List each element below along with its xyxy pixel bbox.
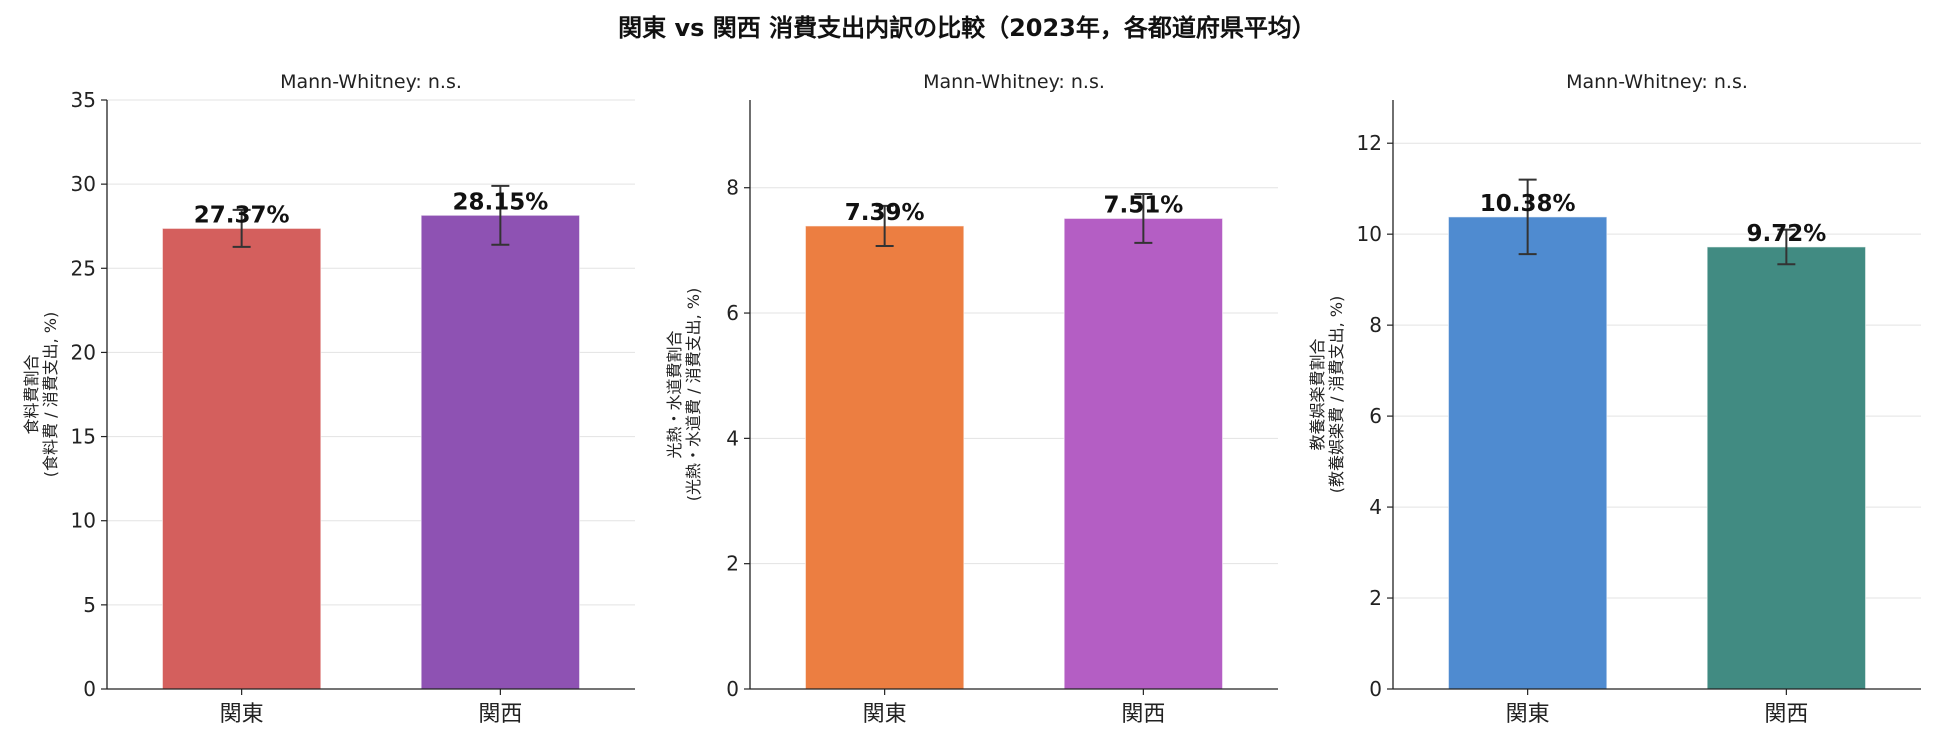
y-tick-label: 2 <box>1369 586 1382 610</box>
y-tick-label: 0 <box>726 677 739 701</box>
x-tick-label: 関西 <box>1764 702 1808 727</box>
y-tick-label: 6 <box>1369 404 1382 428</box>
x-tick-label: 関東 <box>220 702 264 727</box>
x-tick-label: 関西 <box>478 702 522 727</box>
chart-panel-2: 7.39% 7.51% 0 2 4 6 8 関東 関西 Mann-Whitney: n.s. 光熱・… <box>665 71 1278 727</box>
data-label: 10.38% <box>1480 191 1576 217</box>
panel-title: Mann-Whitney: n.s. <box>1566 71 1748 93</box>
panel-title: Mann-Whitney: n.s. <box>923 71 1105 93</box>
data-label: 9.72% <box>1746 221 1826 247</box>
y-tick-label: 0 <box>83 677 96 701</box>
y-tick-label: 30 <box>71 172 96 196</box>
bar <box>420 214 581 690</box>
y-tick-label: 15 <box>71 425 96 449</box>
figure-title: 関東 vs 関西 消費支出内訳の比較（2023年，各都道府県平均） <box>618 14 1316 42</box>
y-tick-label: 2 <box>726 552 739 576</box>
bar <box>1063 217 1224 690</box>
data-label: 27.37% <box>194 202 290 228</box>
y-tick-label: 10 <box>71 509 96 533</box>
bar <box>1706 246 1867 690</box>
panel-title: Mann-Whitney: n.s. <box>280 71 462 93</box>
data-label: 7.51% <box>1103 192 1183 218</box>
y-tick-label: 8 <box>1369 313 1382 337</box>
data-label: 7.39% <box>845 200 925 226</box>
y-tick-label: 4 <box>726 426 739 450</box>
bar <box>804 225 965 690</box>
x-tick-label: 関東 <box>1506 702 1550 727</box>
x-tick-label: 関東 <box>863 702 907 727</box>
chart-panel-1: 27.37% 28.15% 0 5 10 15 20 25 30 35 関東 関西 Mann-Whitn… <box>22 71 635 727</box>
y-tick-label: 0 <box>1369 677 1382 701</box>
y-axis-label: 食料費割合(食料費 / 消費支出, %) <box>22 312 60 477</box>
x-tick-label: 関西 <box>1121 702 1165 727</box>
y-tick-label: 25 <box>71 256 96 280</box>
bar <box>161 227 322 690</box>
y-tick-label: 5 <box>83 593 96 617</box>
y-tick-label: 10 <box>1357 222 1382 246</box>
bar <box>1447 216 1608 690</box>
data-label: 28.15% <box>452 189 548 215</box>
y-axis-label: 光熱・水道費割合(光熱・水道費 / 消費支出, %) <box>665 288 703 501</box>
chart-panel-3: 10.38% 9.72% 0 2 4 6 8 10 12 関東 関西 Mann-Whitney: n.… <box>1308 71 1921 727</box>
y-tick-label: 20 <box>71 340 96 364</box>
y-tick-label: 4 <box>1369 495 1382 519</box>
y-tick-label: 12 <box>1357 131 1382 155</box>
y-tick-label: 6 <box>726 301 739 325</box>
y-tick-label: 8 <box>726 176 739 200</box>
y-tick-label: 35 <box>71 88 96 112</box>
y-axis-label: 教養娯楽費割合(教養娯楽費 / 消費支出, %) <box>1308 296 1346 493</box>
